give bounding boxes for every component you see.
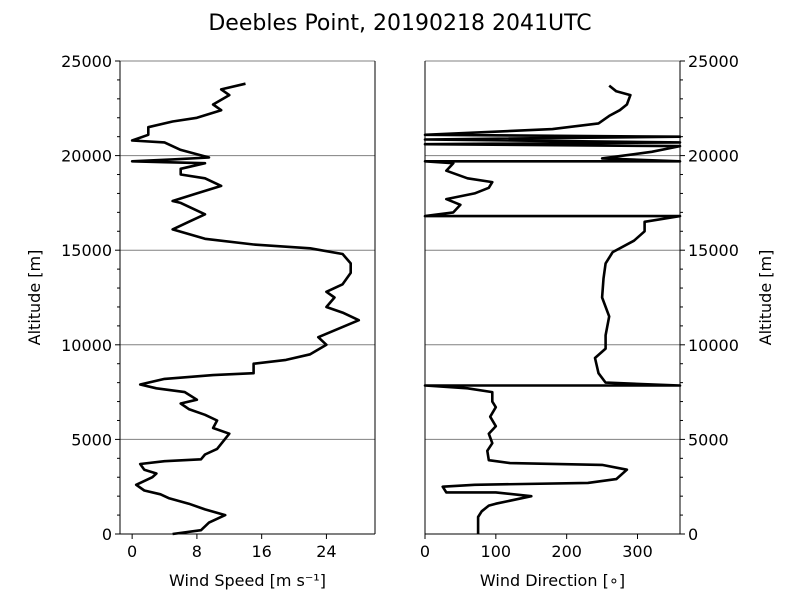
wind-direction-x-axis-label: Wind Direction [∘] — [480, 571, 625, 590]
y-tick-label: 0 — [102, 525, 112, 544]
y-tick-label: 10000 — [61, 336, 112, 355]
y-tick-label: 25000 — [61, 52, 112, 71]
x-tick-label: 24 — [316, 542, 336, 561]
x-tick-label: 0 — [420, 542, 430, 561]
x-tick-label: 16 — [251, 542, 271, 561]
x-tick-label: 300 — [622, 542, 653, 561]
x-tick-label: 8 — [192, 542, 202, 561]
y-tick-label: 15000 — [61, 241, 112, 260]
y-tick-label: 5000 — [688, 430, 729, 449]
y-tick-label: 20000 — [61, 147, 112, 166]
wind-speed-x-axis-label: Wind Speed [m s⁻¹] — [169, 571, 326, 590]
x-tick-label: 100 — [481, 542, 512, 561]
wind-speed-y-axis-label: Altitude [m] — [25, 250, 44, 346]
x-tick-label: 200 — [551, 542, 582, 561]
y-tick-label: 15000 — [688, 241, 739, 260]
y-tick-label: 5000 — [71, 430, 112, 449]
wind-speed-panel: 0 8 16 24 0 5000 10000 15000 20000 25000 Wind Spe… — [25, 52, 376, 590]
x-tick-label: 0 — [127, 542, 137, 561]
wind-speed-trace — [130, 82, 361, 536]
y-tick-label: 10000 — [688, 336, 739, 355]
wind-direction-trace — [423, 84, 682, 534]
wind-direction-panel: 0 100 200 300 0 5000 10000 15000 20000 25000 Wind… — [420, 52, 775, 590]
y-tick-label: 20000 — [688, 147, 739, 166]
wind-direction-y-axis-label: Altitude [m] — [756, 250, 775, 346]
y-tick-label: 0 — [688, 525, 698, 544]
y-tick-label: 25000 — [688, 52, 739, 71]
chart-title: Deebles Point, 20190218 2041UTC — [208, 11, 591, 36]
